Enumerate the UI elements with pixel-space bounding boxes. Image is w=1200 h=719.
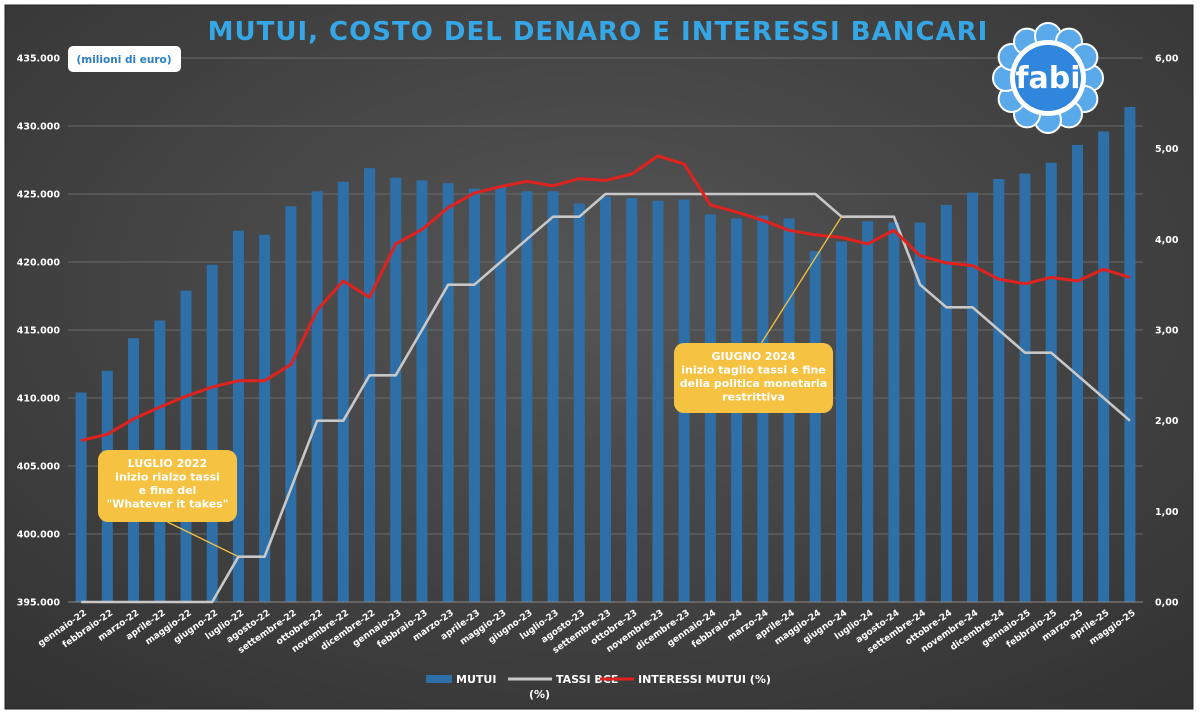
right-axis: 0,00 1,00 2,00 3,00 4,00 5,00 6,00 (1155, 54, 1179, 609)
unit-label-box (68, 46, 181, 72)
annotation-box (98, 450, 237, 522)
unit-label: (milioni di euro) (76, 54, 171, 66)
mutui-bar (416, 180, 428, 602)
annotation-connector (167, 521, 239, 558)
left-tick-label: 400.000 (17, 530, 61, 541)
mutui-bar (1071, 145, 1083, 603)
legend-swatch-mutui (426, 675, 452, 683)
legend: MUTUI TASSI BCE (%) INTERESSI MUTUI (%) (426, 673, 771, 701)
mutui-bar (75, 392, 87, 602)
mutui-bar (232, 230, 244, 602)
mutui-bar (888, 222, 900, 602)
mutui-bar (521, 191, 533, 602)
logo-text: fabi (1015, 61, 1080, 96)
left-tick-label: 420.000 (17, 258, 61, 269)
mutui-bar (967, 192, 979, 602)
mutui-bar (1019, 173, 1031, 602)
fabi-logo: fabi (992, 22, 1104, 134)
mutui-bar (573, 203, 585, 602)
mutui-bar (311, 191, 323, 602)
right-tick-label: 4,00 (1155, 235, 1179, 246)
right-tick-label: 5,00 (1155, 144, 1179, 155)
annotation-text: GIUGNO 2024 (711, 350, 795, 363)
mutui-bar (1124, 106, 1136, 603)
right-tick-label: 1,00 (1155, 507, 1179, 518)
annotation-text: e fine del (139, 484, 197, 497)
right-tick-label: 3,00 (1155, 326, 1179, 337)
mutui-bar (940, 204, 952, 602)
mutui-bar (652, 200, 664, 603)
mutui-bar (259, 234, 271, 603)
annotation-text: inizio rialzo tassi (115, 471, 220, 484)
annotation-box (674, 343, 833, 413)
left-tick-label: 415.000 (17, 326, 61, 337)
mutui-bar (547, 191, 559, 602)
mutui-bar (442, 183, 454, 602)
annotation-text: della politica monetaria (680, 377, 828, 390)
legend-label-interessi: INTERESSI MUTUI (%) (638, 673, 771, 686)
mutui-bar (390, 177, 402, 602)
mutui-bar (285, 206, 297, 603)
left-tick-label: 435.000 (17, 54, 61, 65)
annotation-text: inizio taglio tassi e fine (681, 364, 826, 377)
interessi-mutui-line (80, 154, 1131, 443)
chart-title: MUTUI, COSTO DEL DENARO E INTERESSI BANC… (208, 17, 989, 47)
mutui-bar (364, 168, 376, 602)
mutui-bar (495, 187, 507, 602)
left-tick-label: 405.000 (17, 462, 61, 473)
mutui-bar (862, 221, 874, 602)
mutui-bar (180, 290, 192, 602)
annotation-connector (760, 216, 843, 344)
mutui-bar (468, 188, 480, 602)
legend-label-mutui: MUTUI (456, 673, 496, 686)
right-tick-label: 6,00 (1155, 54, 1179, 65)
left-tick-label: 395.000 (17, 598, 61, 609)
mutui-bar (809, 251, 821, 602)
left-axis: 395.000 400.000 405.000 410.000 415.000 420.0… (17, 54, 61, 609)
left-tick-label: 425.000 (17, 190, 61, 201)
mutui-bar (337, 181, 349, 602)
mutui-bar (206, 264, 218, 602)
legend-label-tassi-unit: (%) (529, 688, 550, 701)
left-tick-label: 410.000 (17, 394, 61, 405)
left-tick-label: 430.000 (17, 122, 61, 133)
annotation-text: LUGLIO 2022 (128, 457, 207, 470)
mutui-bar (1098, 131, 1110, 602)
logo-center (1015, 45, 1081, 111)
mutui-bar (835, 241, 847, 602)
mutui-bar (914, 222, 926, 602)
mutui-bar (626, 198, 638, 602)
right-tick-label: 2,00 (1155, 416, 1179, 427)
mutui-bar (993, 179, 1005, 603)
mutui-bars (75, 106, 1136, 603)
mutui-bar (1045, 162, 1057, 602)
legend-label-tassi: TASSI BCE (556, 673, 618, 686)
tassi-bce-line (81, 192, 1131, 604)
annotation-text: "Whatever it takes" (106, 498, 228, 511)
rate-lines (80, 154, 1131, 604)
mutui-bar (599, 196, 612, 602)
annotation-text: restrittiva (722, 391, 785, 404)
right-tick-label: 0,00 (1155, 598, 1179, 609)
